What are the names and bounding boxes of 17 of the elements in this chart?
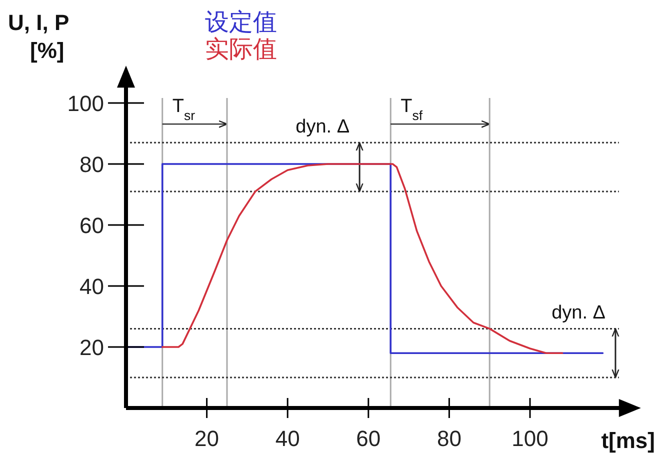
x-tick-label: 40: [275, 426, 300, 451]
x-axis-title: t[ms]: [601, 428, 655, 453]
y-axis-title: U, I, P [%]: [8, 10, 70, 63]
ref-line-label: T$_{sf}$: [400, 96, 423, 123]
x-tick-label: 20: [194, 426, 220, 451]
x-tick-label: 100: [512, 426, 548, 451]
y-tick-label: 40: [80, 274, 104, 298]
x-tick-label: 60: [356, 426, 381, 451]
ref-line-label: T$_{sr}$: [172, 96, 196, 123]
x-tick-label: 80: [436, 426, 462, 451]
y-tick-label: 20: [80, 334, 104, 360]
y-tick-label: 60: [80, 212, 104, 238]
y-tick-label: 100: [67, 90, 104, 116]
y-tick-label: 80: [80, 152, 104, 176]
ref-line-label: dyn. Δ: [552, 302, 606, 324]
ref-line-label: dyn. Δ: [296, 116, 350, 138]
legend: 设定值 实际值: [205, 9, 277, 63]
